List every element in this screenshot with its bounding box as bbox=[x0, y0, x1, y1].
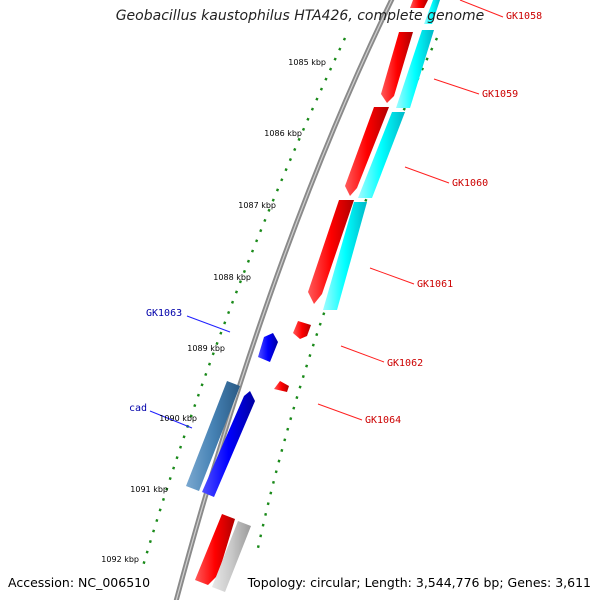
gene-label-GK1059[interactable]: GK1059 bbox=[482, 89, 518, 100]
gene-GK1062-cds[interactable] bbox=[293, 321, 311, 339]
forward-features bbox=[195, 0, 440, 592]
gene-label-GK1062[interactable]: GK1062 bbox=[387, 358, 423, 369]
accession-text: Accession: NC_006510 bbox=[8, 575, 151, 590]
gene-GK1061-transcript[interactable] bbox=[323, 202, 367, 310]
ruler-label-1087: 1087 kbp bbox=[238, 201, 276, 210]
label-leaders bbox=[149, 0, 504, 429]
gene-GK1061-cds[interactable] bbox=[308, 200, 354, 304]
gene-bottom-red-cds[interactable] bbox=[195, 514, 235, 585]
leader-GK1061 bbox=[369, 267, 415, 285]
gene-cad-cds[interactable] bbox=[202, 391, 255, 497]
gene-GK1063-cds[interactable] bbox=[258, 333, 278, 362]
gene-cad-transcript[interactable] bbox=[186, 381, 240, 491]
gene-label-GK1060[interactable]: GK1060 bbox=[452, 178, 488, 189]
tick-row-outer-right bbox=[256, 37, 439, 549]
gene-GK1058-cds[interactable] bbox=[410, 0, 428, 8]
gene-GK1064-cds[interactable] bbox=[274, 381, 289, 392]
gene-label-GK1058[interactable]: GK1058 bbox=[506, 11, 542, 22]
ruler-label-1092: 1092 kbp bbox=[101, 555, 139, 564]
leader-cad bbox=[149, 410, 193, 429]
ruler-label-1091: 1091 kbp bbox=[130, 485, 168, 494]
ruler-label-1089: 1089 kbp bbox=[187, 344, 225, 353]
gene-GK1060-cds[interactable] bbox=[345, 107, 389, 196]
gene-label-GK1063[interactable]: GK1063 bbox=[146, 308, 182, 319]
gene-labels: GK1058 GK1059 GK1060 GK1061 GK1062 GK106… bbox=[129, 11, 542, 426]
gene-bottom-grey-pseudo[interactable] bbox=[212, 521, 251, 592]
gene-label-cad[interactable]: cad bbox=[129, 403, 147, 414]
gene-label-GK1061[interactable]: GK1061 bbox=[417, 279, 453, 290]
ruler-label-1088: 1088 kbp bbox=[213, 273, 251, 282]
ruler-labels: 1085 kbp 1086 kbp 1087 kbp 1088 kbp 1089… bbox=[101, 58, 326, 564]
genome-summary-text: Topology: circular; Length: 3,544,776 bp… bbox=[247, 575, 591, 590]
ruler-label-1086: 1086 kbp bbox=[264, 129, 302, 138]
gene-GK1059-transcript[interactable] bbox=[396, 30, 434, 108]
gene-GK1060-transcript[interactable] bbox=[358, 112, 405, 198]
leader-GK1063 bbox=[186, 315, 231, 333]
leader-GK1058 bbox=[459, 0, 504, 18]
leader-GK1060 bbox=[404, 166, 450, 184]
gene-GK1059-cds[interactable] bbox=[381, 32, 413, 103]
map-title: Geobacillus kaustophilus HTA426, complet… bbox=[115, 8, 485, 24]
gene-label-GK1064[interactable]: GK1064 bbox=[365, 415, 401, 426]
genome-backbone-highlight bbox=[174, 0, 393, 604]
leader-GK1064 bbox=[317, 403, 363, 421]
leader-GK1062 bbox=[340, 345, 385, 363]
ruler-label-1090: 1090 kbp bbox=[159, 414, 197, 423]
reverse-features bbox=[186, 333, 278, 497]
gene-GK1058-transcript[interactable] bbox=[424, 0, 440, 24]
genome-backbone bbox=[172, 0, 395, 604]
leader-GK1059 bbox=[433, 78, 480, 95]
ruler-label-1085: 1085 kbp bbox=[288, 58, 326, 67]
